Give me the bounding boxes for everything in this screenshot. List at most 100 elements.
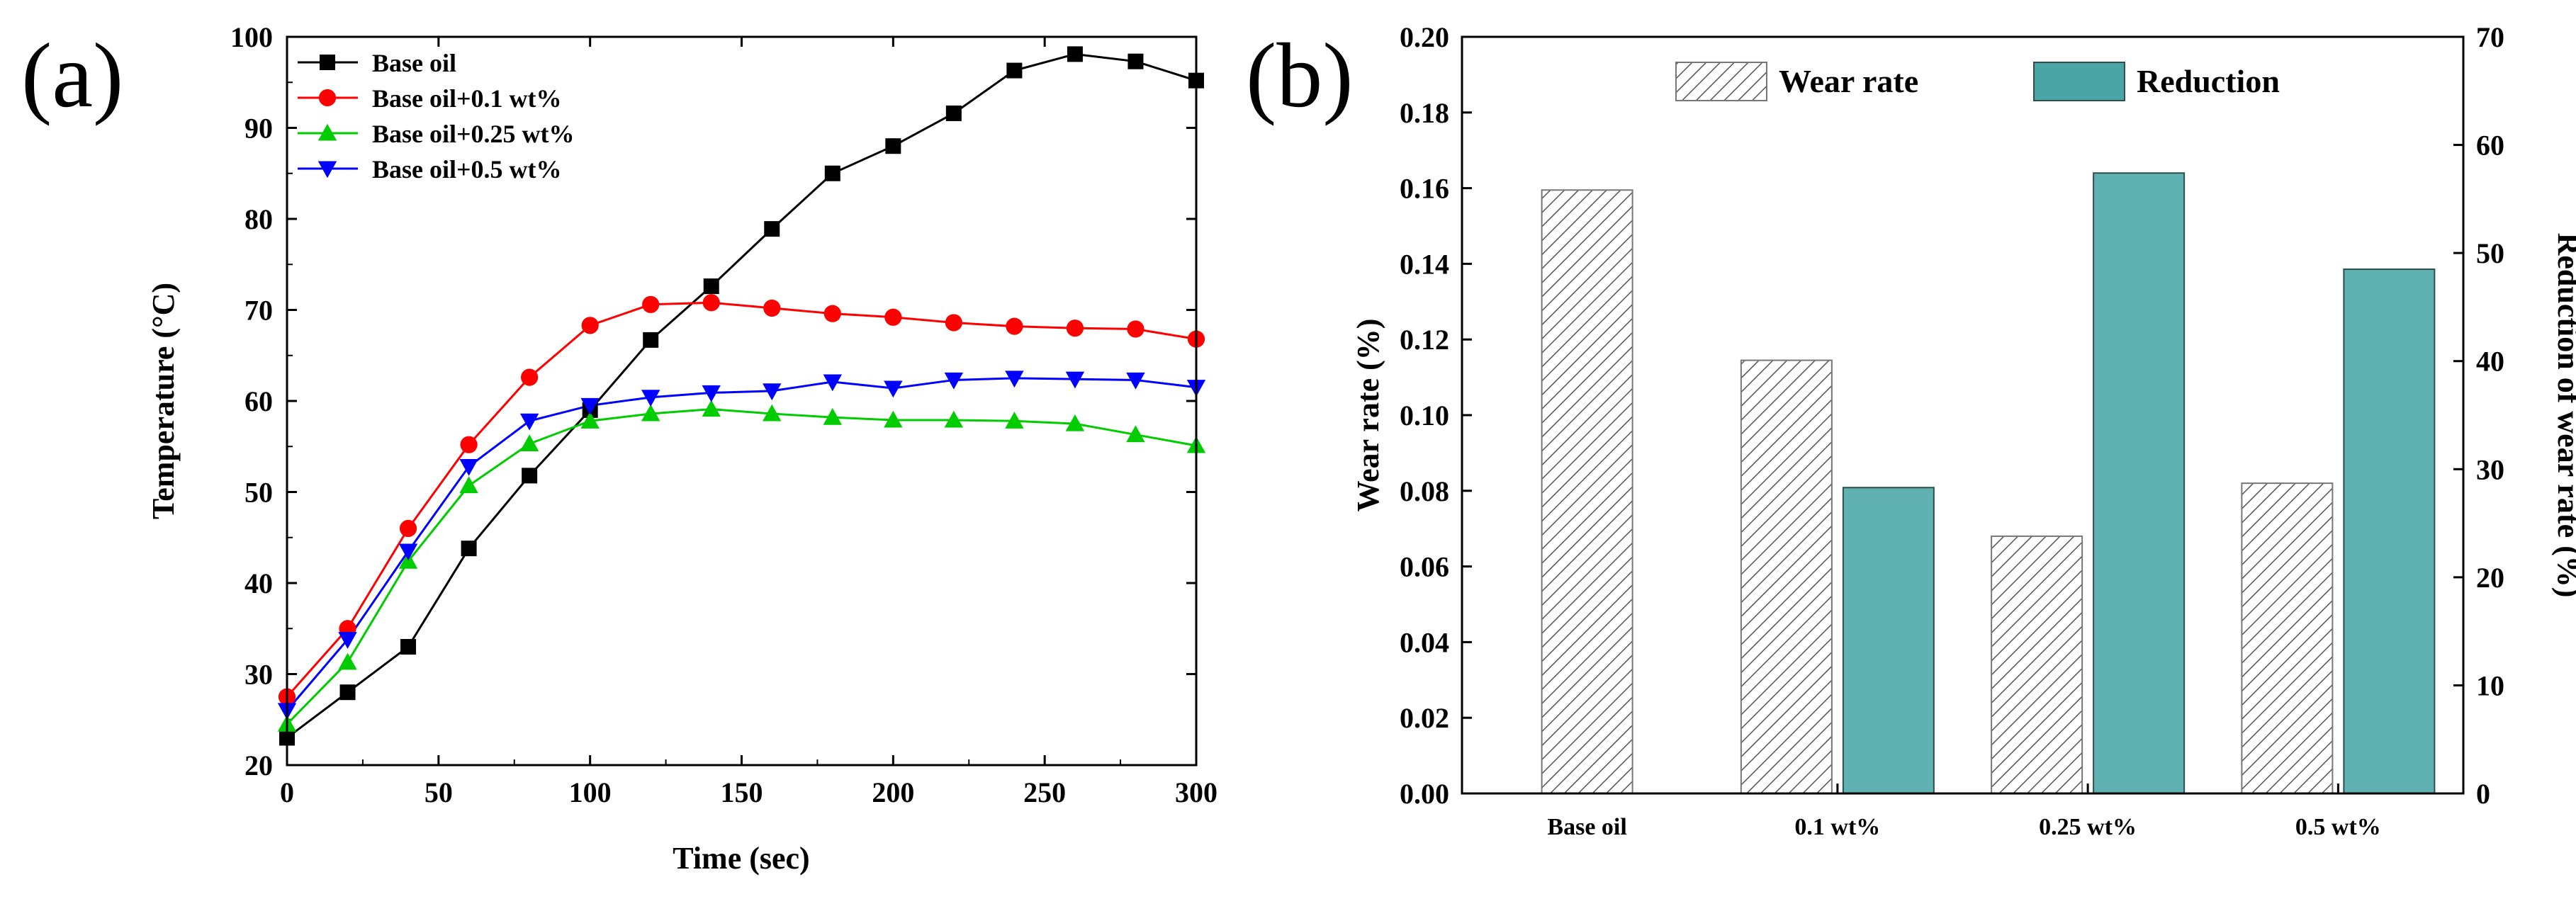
data-point-series-2 <box>944 410 964 428</box>
data-point-series-2 <box>519 434 539 451</box>
data-point-series-3 <box>702 385 721 402</box>
legend-label: Base oil+0.5 wt% <box>372 155 562 183</box>
right-y-tick-label: 70 <box>2476 21 2504 53</box>
data-point-series-0 <box>885 138 901 154</box>
data-point-series-1 <box>642 295 660 313</box>
panel-a-series-lines <box>286 52 1197 739</box>
panel-b-right-y-tick-labels: 0 10 20 30 40 50 60 70 <box>2476 21 2504 810</box>
left-y-tick-label: 0.18 <box>1400 97 1449 129</box>
panel-b-bars <box>1541 172 2436 795</box>
legend-label: Base oil+0.25 wt% <box>372 120 575 148</box>
y-tick-label: 80 <box>244 203 273 235</box>
left-y-tick-label: 0.16 <box>1400 173 1449 205</box>
data-point-series-0 <box>1006 62 1023 79</box>
data-point-series-3 <box>459 458 478 476</box>
data-point-series-0 <box>703 278 719 295</box>
left-y-tick-label: 0.14 <box>1400 248 1449 280</box>
legend-swatch-reduction <box>2033 62 2125 101</box>
data-point-series-0 <box>522 468 538 484</box>
x-tick-label: 50 <box>424 776 453 808</box>
legend-label: Base oil <box>372 49 456 77</box>
y-tick-label: 100 <box>230 21 273 53</box>
data-point-series-1 <box>460 436 478 453</box>
data-point-series-2 <box>1005 412 1024 429</box>
category-label: 0.1 wt% <box>1794 814 1880 840</box>
data-point-series-1 <box>702 294 720 312</box>
data-point-series-3 <box>519 413 539 431</box>
data-point-series-3 <box>1065 371 1085 389</box>
data-point-series-0 <box>1127 53 1144 69</box>
right-y-tick-label: 60 <box>2476 130 2504 162</box>
legend-swatch-wear-rate <box>1675 62 1767 101</box>
x-tick-label: 250 <box>1023 776 1066 808</box>
data-point-series-2 <box>338 652 357 670</box>
data-point-series-2 <box>884 410 903 428</box>
panel-a-series-markers <box>277 46 1206 746</box>
left-y-tick-label: 0.12 <box>1400 324 1449 356</box>
y-tick-label: 40 <box>244 567 273 599</box>
data-point-series-2 <box>459 476 478 494</box>
wear-rate-bar <box>1991 535 2083 794</box>
panel-b-label: (b) <box>1246 25 1354 127</box>
right-y-tick-label: 10 <box>2476 669 2504 701</box>
data-point-series-2 <box>580 412 600 429</box>
reduction-bar <box>2343 268 2436 794</box>
data-point-series-2 <box>763 404 782 422</box>
panel-a-x-tick-labels: 0 50 100 150 200 250 300 <box>280 776 1217 808</box>
series-line-0 <box>286 52 1197 739</box>
left-y-tick-label: 0.04 <box>1400 626 1449 658</box>
data-point-series-2 <box>702 400 721 417</box>
x-tick-label: 300 <box>1175 776 1217 808</box>
series-line-3 <box>286 377 1197 711</box>
right-y-tick-label: 40 <box>2476 346 2504 378</box>
left-y-tick-label: 0.02 <box>1400 702 1449 734</box>
panel-a-y-axis-label: Temperature (°C) <box>146 283 181 519</box>
data-point-series-1 <box>1066 320 1084 337</box>
panel-a-y-tick-labels: 20 30 40 50 60 70 80 90 100 <box>230 21 273 781</box>
reduction-bar <box>1842 487 1935 794</box>
data-point-series-3 <box>884 380 903 398</box>
wear-rate-bar <box>1740 359 1833 794</box>
left-y-tick-label: 0.20 <box>1400 21 1449 53</box>
category-label: Base oil <box>1547 814 1626 840</box>
legend-marker-1 <box>318 89 337 107</box>
data-point-series-1 <box>581 317 599 334</box>
legend-label: Base oil+0.1 wt% <box>372 84 562 113</box>
data-point-series-0 <box>824 165 840 181</box>
category-label: 0.5 wt% <box>2295 814 2381 840</box>
series-line-1 <box>286 301 1197 698</box>
x-tick-label: 200 <box>872 776 914 808</box>
data-point-series-2 <box>1126 425 1145 443</box>
legend-marker-3 <box>317 161 337 179</box>
data-point-series-3 <box>338 632 357 649</box>
data-point-series-1 <box>945 314 962 332</box>
wear-rate-bar <box>2241 482 2334 794</box>
panel-a-legend: Base oil Base oil+0.1 wt% Base oil+0.25 wt… <box>298 49 575 183</box>
y-tick-label: 20 <box>244 750 273 781</box>
panel-a-plot-frame <box>286 35 1198 767</box>
data-point-series-0 <box>764 221 780 237</box>
data-point-series-2 <box>1065 414 1085 431</box>
panel-b-right-y-axis-label: Reduction of wear rate (%) <box>2551 233 2576 598</box>
data-point-series-1 <box>1006 317 1023 335</box>
data-point-series-0 <box>1067 46 1083 62</box>
right-y-tick-label: 0 <box>2476 778 2490 810</box>
right-y-tick-label: 20 <box>2476 562 2504 594</box>
data-point-series-3 <box>580 397 600 415</box>
data-point-series-3 <box>1126 372 1145 390</box>
y-tick-label: 30 <box>244 659 273 691</box>
panel-b: (b) 0.00 0.02 0.04 0.06 0.08 0.10 0.12 0.14 0.16… <box>1246 21 2576 840</box>
y-tick-label: 70 <box>244 295 273 327</box>
data-point-series-0 <box>945 105 962 121</box>
left-y-tick-label: 0.06 <box>1400 551 1449 583</box>
x-tick-label: 100 <box>569 776 612 808</box>
panel-b-left-y-axis-label: Wear rate (%) <box>1351 319 1385 512</box>
data-point-series-2 <box>641 404 660 422</box>
data-point-series-1 <box>763 299 781 317</box>
legend-marker-2 <box>317 123 337 141</box>
data-point-series-3 <box>763 383 782 401</box>
data-point-series-1 <box>521 368 539 386</box>
wear-rate-bar <box>1541 189 1633 794</box>
legend-marker-0 <box>320 55 335 70</box>
